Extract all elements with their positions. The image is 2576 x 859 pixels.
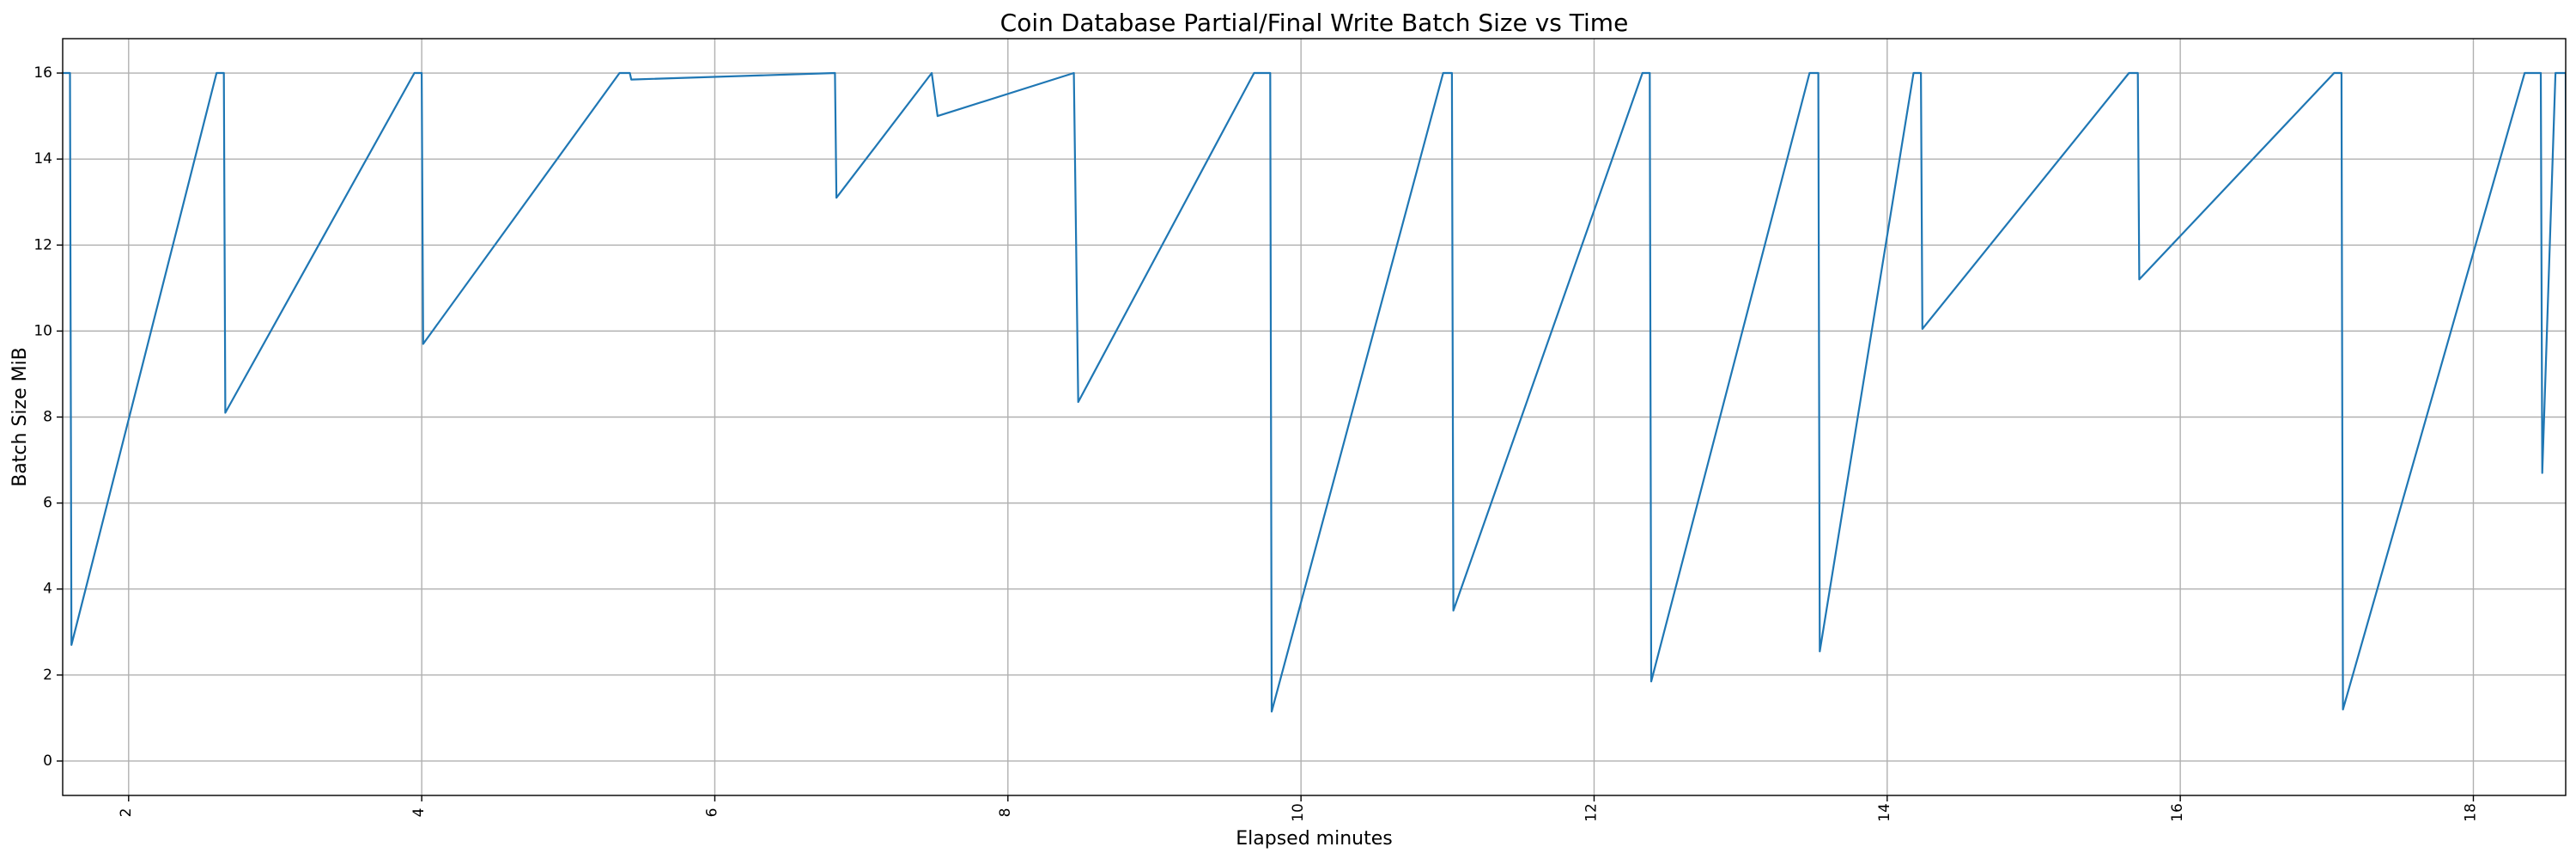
series-layer (63, 71, 2566, 713)
y-tick-label: 4 (43, 581, 52, 598)
x-tick-label: 14 (1876, 803, 1893, 822)
chart-title: Coin Database Partial/Final Write Batch … (1000, 9, 1629, 37)
y-tick-label: 2 (43, 667, 52, 684)
series-line-0 (63, 71, 2566, 713)
x-tick-label: 4 (410, 808, 428, 818)
x-tick-label: 12 (1583, 803, 1600, 822)
y-tick-label: 12 (33, 236, 52, 253)
y-tick-label: 16 (33, 64, 52, 82)
tick-layer: 2 4 6 8 10 12 14 16 18 0 2 4 6 8 10 12 14 16 (33, 64, 2479, 822)
y-tick-label: 0 (43, 752, 52, 770)
x-tick-label: 18 (2462, 803, 2479, 822)
y-tick-label: 10 (33, 322, 52, 339)
y-tick-label: 14 (33, 150, 52, 168)
x-tick-label: 2 (118, 808, 135, 818)
y-tick-label: 8 (43, 409, 52, 426)
y-tick-label: 6 (43, 495, 52, 512)
x-tick-label: 6 (703, 808, 720, 818)
x-axis-label: Elapsed minutes (1236, 828, 1392, 850)
y-axis-label: Batch Size MiB (9, 347, 31, 487)
grid-layer (63, 39, 2566, 795)
x-tick-label: 8 (997, 808, 1014, 818)
x-tick-label: 10 (1290, 803, 1307, 822)
x-tick-label: 16 (2169, 803, 2186, 822)
